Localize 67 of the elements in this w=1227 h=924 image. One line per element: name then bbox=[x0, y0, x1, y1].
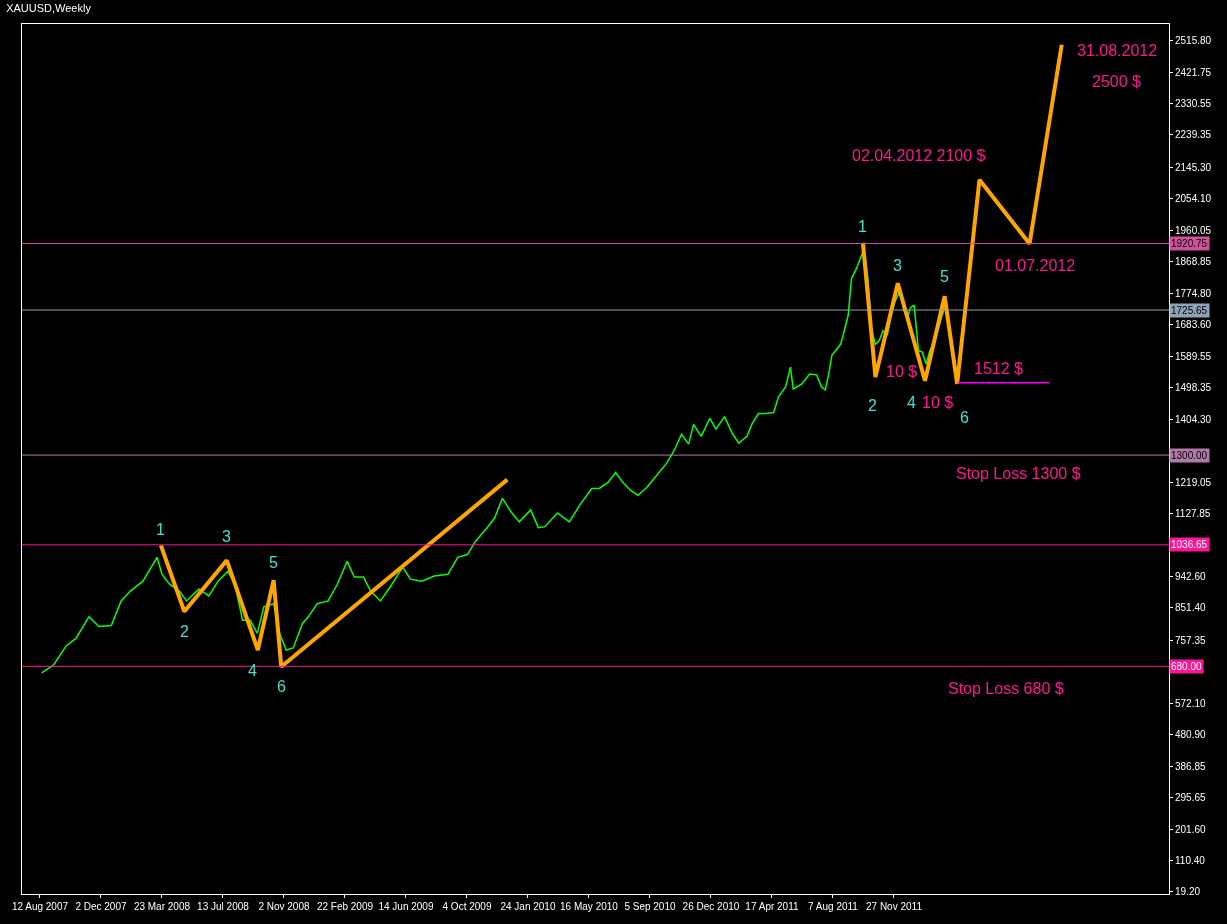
annotation: 4 bbox=[907, 394, 916, 411]
annotation: 5 bbox=[269, 554, 278, 571]
ref-line-label: 1036.65 bbox=[1171, 539, 1208, 550]
y-tick-label: 1774.80 bbox=[1175, 287, 1212, 299]
y-tick-label: 1683.60 bbox=[1175, 318, 1212, 330]
annotation: Stop Loss 1300 $ bbox=[956, 465, 1081, 482]
x-tick-label: 2 Dec 2007 bbox=[75, 901, 127, 912]
y-tick-label: 1404.30 bbox=[1175, 414, 1212, 426]
x-tick-label: 16 May 2010 bbox=[560, 901, 619, 912]
y-tick-label: 110.40 bbox=[1175, 854, 1206, 866]
y-tick-label: 1498.35 bbox=[1175, 381, 1212, 393]
x-tick-label: 14 Jun 2009 bbox=[378, 901, 434, 912]
y-tick-label: 1127.85 bbox=[1175, 508, 1211, 520]
annotation: 10 $ bbox=[886, 363, 918, 380]
y-tick-label: 2421.75 bbox=[1175, 67, 1212, 79]
annotation: 5 bbox=[940, 268, 949, 285]
y-tick-label: 19.20 bbox=[1175, 886, 1201, 898]
y-tick-label: 480.90 bbox=[1175, 728, 1207, 740]
annotation: 31.08.2012 bbox=[1077, 42, 1158, 59]
y-tick-label: 1219.05 bbox=[1175, 477, 1212, 489]
x-tick-label: 17 Apr 2011 bbox=[745, 901, 799, 912]
annotation: 10 $ bbox=[922, 394, 954, 411]
ref-line-label: 680.00 bbox=[1171, 661, 1203, 672]
annotation: 4 bbox=[248, 662, 257, 679]
x-tick-label: 27 Nov 2011 bbox=[865, 901, 923, 912]
x-tick-label: 12 Aug 2007 bbox=[11, 901, 69, 912]
x-tick-label: 4 Oct 2009 bbox=[442, 901, 492, 912]
y-tick-label: 201.60 bbox=[1175, 823, 1207, 835]
ref-line-label: 1920.75 bbox=[1171, 238, 1208, 249]
y-tick-label: 757.35 bbox=[1175, 634, 1207, 646]
y-tick-label: 2515.80 bbox=[1175, 35, 1212, 47]
annotation: 2500 $ bbox=[1092, 73, 1142, 90]
annotation: 6 bbox=[960, 409, 969, 426]
annotation: 1 bbox=[858, 218, 867, 235]
y-tick-label: 2145.30 bbox=[1175, 161, 1212, 173]
y-tick-label: 1960.05 bbox=[1175, 224, 1212, 236]
x-tick-label: 24 Jan 2010 bbox=[500, 901, 556, 912]
x-tick-label: 22 Feb 2009 bbox=[316, 901, 374, 912]
y-tick-label: 295.65 bbox=[1175, 791, 1207, 803]
ref-line-label: 1725.65 bbox=[1171, 305, 1208, 316]
x-tick-label: 2 Nov 2008 bbox=[258, 901, 310, 912]
y-tick-label: 1589.55 bbox=[1175, 350, 1212, 362]
y-tick-label: 2239.35 bbox=[1175, 129, 1212, 141]
annotation: 2 bbox=[868, 397, 877, 414]
y-tick-label: 2054.10 bbox=[1175, 192, 1212, 204]
annotation: 1 bbox=[156, 521, 165, 538]
y-tick-label: 1868.85 bbox=[1175, 255, 1212, 267]
x-tick-label: 13 Jul 2008 bbox=[197, 901, 250, 912]
ref-line-label: 1300.00 bbox=[1171, 450, 1208, 461]
y-tick-label: 386.85 bbox=[1175, 760, 1207, 772]
annotation: 3 bbox=[222, 528, 231, 545]
annotation: 6 bbox=[277, 678, 286, 695]
x-tick-label: 23 Mar 2008 bbox=[133, 901, 191, 912]
annotation: 02.04.2012 2100 $ bbox=[852, 147, 986, 164]
annotation: Stop Loss 680 $ bbox=[948, 680, 1064, 697]
y-tick-label: 942.60 bbox=[1175, 571, 1207, 583]
y-tick-label: 572.10 bbox=[1175, 697, 1207, 709]
x-tick-label: 7 Aug 2011 bbox=[808, 901, 859, 912]
annotation: 1512 $ bbox=[974, 360, 1024, 377]
annotation: 2 bbox=[180, 623, 189, 640]
x-tick-label: 5 Sep 2010 bbox=[624, 901, 676, 912]
x-tick-label: 26 Dec 2010 bbox=[682, 901, 740, 912]
y-tick-label: 851.40 bbox=[1175, 602, 1207, 614]
chart-title: XAUUSD,Weekly bbox=[6, 2, 92, 15]
annotation: 3 bbox=[893, 257, 902, 274]
annotation: 01.07.2012 bbox=[995, 257, 1076, 274]
y-tick-label: 2330.55 bbox=[1175, 98, 1212, 110]
